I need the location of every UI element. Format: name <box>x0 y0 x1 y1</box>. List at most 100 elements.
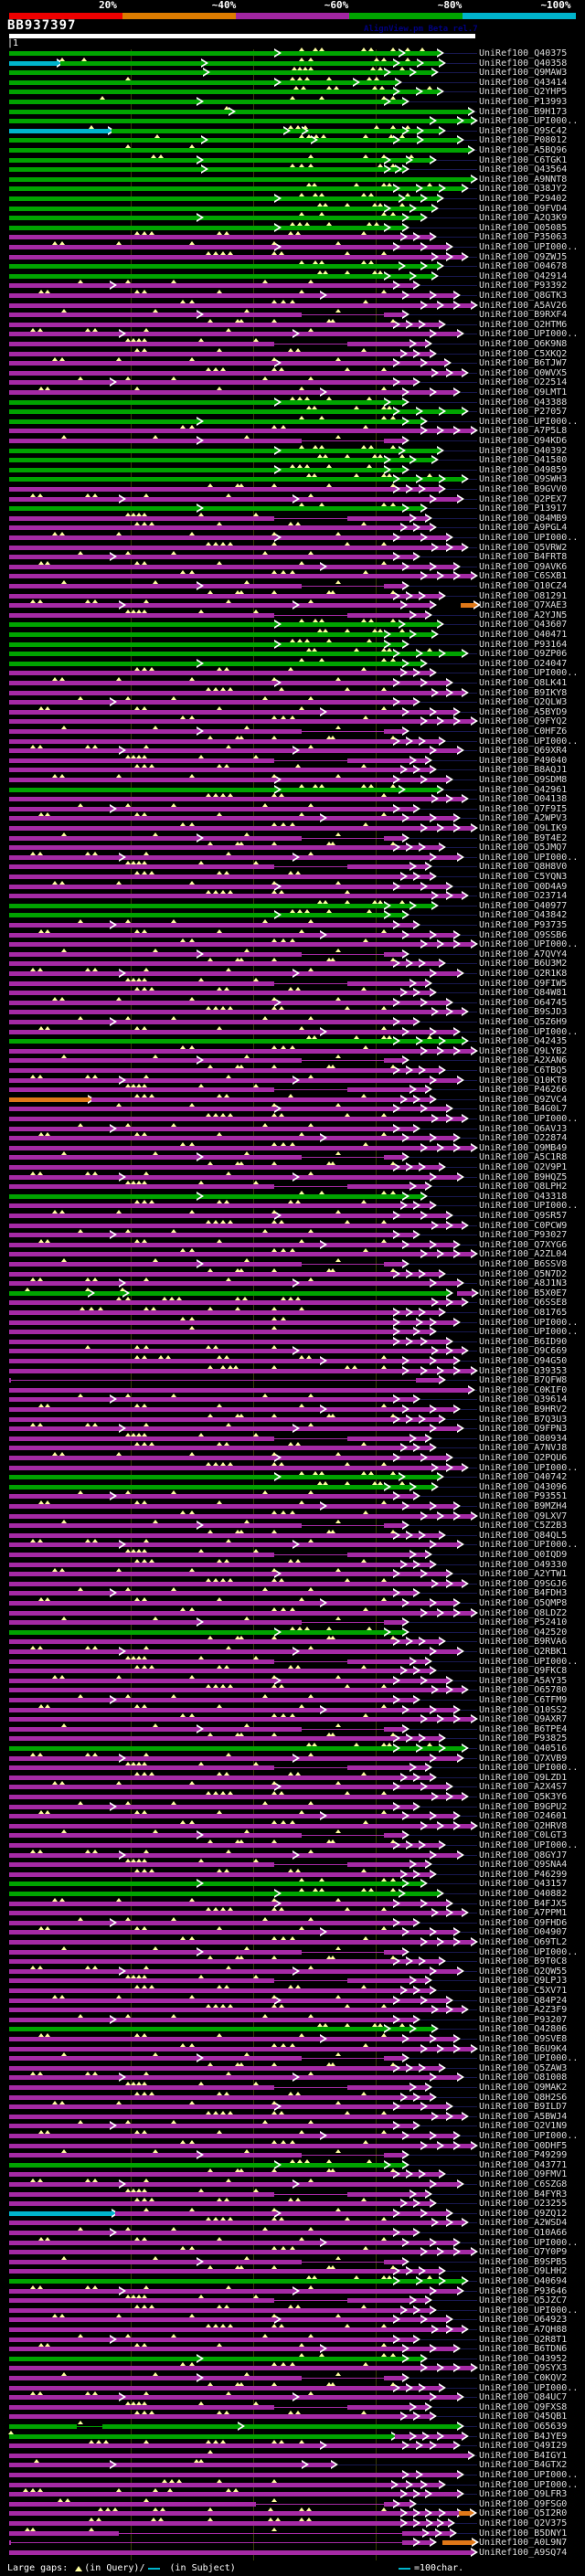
subject-label[interactable]: UniRef100_P93735 <box>479 920 568 930</box>
subject-label[interactable]: UniRef100_O49859 <box>479 465 568 475</box>
subject-label[interactable]: UniRef100_P49040 <box>479 756 568 766</box>
alignment-row[interactable]: UniRef100_A2YJN5 <box>0 610 585 621</box>
subject-label[interactable]: UniRef100_B9T4E2 <box>479 833 568 843</box>
subject-label[interactable]: UniRef100_Q5ZAW3 <box>479 2063 568 2073</box>
alignment-row[interactable]: UniRef100_Q39353 <box>0 1365 585 1377</box>
subject-label[interactable]: UniRef100_C5Z2B3 <box>479 1521 568 1531</box>
subject-label[interactable]: UniRef100_Q05085 <box>479 223 568 233</box>
subject-label[interactable]: UniRef100_Q69XR4 <box>479 746 568 756</box>
alignment-row[interactable]: UniRef100_B9RXF4 <box>0 309 585 321</box>
alignment-row[interactable]: UniRef100_Q42806 <box>0 2023 585 2035</box>
subject-label[interactable]: UniRef100_B4JYE9 <box>479 2432 568 2442</box>
alignment-row[interactable]: UniRef100_P93646 <box>0 2285 585 2297</box>
subject-label[interactable]: UniRef100_Q84MB9 <box>479 514 568 524</box>
alignment-row[interactable]: UniRef100_C6TGK1 <box>0 154 585 166</box>
subject-label[interactable]: UniRef100_A9SQ74 <box>479 2548 568 2558</box>
subject-label[interactable]: UniRef100_O04907 <box>479 1927 568 1937</box>
alignment-row[interactable]: UniRef100_O80934 <box>0 1433 585 1445</box>
alignment-row[interactable]: UniRef100_Q7XAE3 <box>0 599 585 611</box>
alignment-row[interactable]: UniRef100_A2WSD4 <box>0 2217 585 2229</box>
alignment-row[interactable]: UniRef100_UPI000.. <box>0 2305 585 2316</box>
subject-label[interactable]: UniRef100_UPI000.. <box>479 1114 579 1124</box>
subject-label[interactable]: UniRef100_Q8GTK3 <box>479 291 568 301</box>
alignment-row[interactable]: UniRef100_O49330 <box>0 1559 585 1571</box>
subject-label[interactable]: UniRef100_A2Q3K9 <box>479 213 568 223</box>
alignment-row[interactable]: UniRef100_P49040 <box>0 755 585 767</box>
alignment-row[interactable]: UniRef100_B4JYE9 <box>0 2431 585 2443</box>
alignment-row[interactable]: UniRef100_Q5QMP8 <box>0 1597 585 1609</box>
alignment-row[interactable]: UniRef100_Q40977 <box>0 900 585 912</box>
subject-label[interactable]: UniRef100_Q9FMV1 <box>479 2169 568 2179</box>
alignment-row[interactable]: UniRef100_A2ZL04 <box>0 1248 585 1260</box>
subject-label[interactable]: UniRef100_A8J1N3 <box>479 1278 568 1288</box>
subject-label[interactable]: UniRef100_Q9FIW5 <box>479 979 568 989</box>
alignment-row[interactable]: UniRef100_Q43157 <box>0 1878 585 1890</box>
alignment-row[interactable]: UniRef100_B6TPE4 <box>0 1723 585 1735</box>
alignment-row[interactable]: UniRef100_Q8LPH2 <box>0 1181 585 1193</box>
alignment-row[interactable]: UniRef100_P93551 <box>0 1490 585 1502</box>
alignment-row[interactable]: UniRef100_Q5Z6H9 <box>0 1016 585 1028</box>
subject-label[interactable]: UniRef100_P93551 <box>479 1491 568 1501</box>
subject-label[interactable]: UniRef100_UPI000.. <box>479 1201 579 1211</box>
subject-label[interactable]: UniRef100_A2YJN5 <box>479 610 568 620</box>
subject-label[interactable]: UniRef100_A2YTW1 <box>479 1569 568 1579</box>
subject-label[interactable]: UniRef100_Q9FYQ2 <box>479 716 568 726</box>
subject-label[interactable]: UniRef100_UPI000.. <box>479 2306 579 2316</box>
subject-label[interactable]: UniRef100_Q84UC7 <box>479 2392 568 2402</box>
alignment-row[interactable]: UniRef100_Q40516 <box>0 1743 585 1754</box>
subject-label[interactable]: UniRef100_Q9ZQ12 <box>479 2209 568 2219</box>
subject-label[interactable]: UniRef100_Q42806 <box>479 2024 568 2034</box>
subject-label[interactable]: UniRef100_B9H173 <box>479 107 568 117</box>
subject-label[interactable]: UniRef100_B6U9K4 <box>479 2044 568 2054</box>
alignment-row[interactable]: UniRef100_P52410 <box>0 1617 585 1628</box>
subject-label[interactable]: UniRef100_Q5N7D2 <box>479 1269 568 1279</box>
alignment-row[interactable]: UniRef100_B9T0C8 <box>0 1956 585 1967</box>
alignment-row[interactable]: UniRef100_Q2R1K8 <box>0 968 585 980</box>
alignment-row[interactable]: UniRef100_Q2RBK1 <box>0 1646 585 1658</box>
alignment-row[interactable]: UniRef100_O23255 <box>0 2198 585 2210</box>
subject-label[interactable]: UniRef100_Q9SSB6 <box>479 930 568 940</box>
subject-label[interactable]: UniRef100_Q49I29 <box>479 2441 568 2451</box>
alignment-row[interactable]: UniRef100_A2X4S7 <box>0 1781 585 1793</box>
subject-label[interactable]: UniRef100_Q2PEX7 <box>479 494 568 504</box>
alignment-row[interactable]: UniRef100_C6TBQ5 <box>0 1065 585 1076</box>
subject-label[interactable]: UniRef100_B6TDN6 <box>479 2344 568 2354</box>
alignment-row[interactable]: UniRef100_Q43564 <box>0 164 585 175</box>
alignment-row[interactable]: UniRef100_P46299 <box>0 1869 585 1881</box>
subject-label[interactable]: UniRef100_B9GVV0 <box>479 484 568 494</box>
alignment-row[interactable]: UniRef100_A5BYD9 <box>0 706 585 718</box>
alignment-row[interactable]: UniRef100_P93735 <box>0 919 585 931</box>
alignment-row[interactable]: UniRef100_B6TDN6 <box>0 2343 585 2355</box>
subject-label[interactable]: UniRef100_Q43318 <box>479 1192 568 1202</box>
alignment-row[interactable]: UniRef100_Q40392 <box>0 445 585 457</box>
alignment-row[interactable]: UniRef100_Q5I2R0 <box>0 2507 585 2519</box>
alignment-row[interactable]: UniRef100_Q9FIW5 <box>0 978 585 990</box>
subject-label[interactable]: UniRef100_O80934 <box>479 1434 568 1444</box>
subject-label[interactable]: UniRef100_Q2V375 <box>479 2518 568 2528</box>
alignment-row[interactable]: UniRef100_Q5K3Y6 <box>0 1791 585 1803</box>
alignment-row[interactable]: UniRef100_C0LGT3 <box>0 1829 585 1841</box>
alignment-row[interactable]: UniRef100_UPI000.. <box>0 328 585 340</box>
alignment-row[interactable]: UniRef100_P27057 <box>0 406 585 418</box>
alignment-row[interactable]: UniRef100_P93027 <box>0 1229 585 1241</box>
subject-label[interactable]: UniRef100_B9GPU2 <box>479 1802 568 1812</box>
alignment-row[interactable]: UniRef100_P93164 <box>0 639 585 651</box>
subject-label[interactable]: UniRef100_Q43771 <box>479 2160 568 2170</box>
alignment-row[interactable]: UniRef100_B7QFW8 <box>0 1375 585 1386</box>
alignment-row[interactable]: UniRef100_Q94KD6 <box>0 435 585 447</box>
alignment-row[interactable]: UniRef100_O24601 <box>0 1810 585 1822</box>
alignment-row[interactable]: UniRef100_Q41580 <box>0 454 585 466</box>
alignment-row[interactable]: UniRef100_Q43607 <box>0 619 585 631</box>
alignment-row[interactable]: UniRef100_Q10CZ4 <box>0 580 585 592</box>
subject-label[interactable]: UniRef100_Q9LYB2 <box>479 1046 568 1056</box>
subject-label[interactable]: UniRef100_B9SJD3 <box>479 1007 568 1017</box>
alignment-row[interactable]: UniRef100_Q9LIK9 <box>0 822 585 834</box>
alignment-row[interactable]: UniRef100_B9H173 <box>0 106 585 118</box>
alignment-row[interactable]: UniRef100_Q43388 <box>0 397 585 408</box>
subject-label[interactable]: UniRef100_B9T0C8 <box>479 1956 568 1966</box>
subject-label[interactable]: UniRef100_Q9LZD1 <box>479 1773 568 1783</box>
subject-label[interactable]: UniRef100_C0KQV2 <box>479 2373 568 2383</box>
alignment-row[interactable]: UniRef100_O22874 <box>0 1132 585 1144</box>
subject-label[interactable]: UniRef100_Q43414 <box>479 78 568 88</box>
subject-label[interactable]: UniRef100_Q40694 <box>479 2276 568 2286</box>
